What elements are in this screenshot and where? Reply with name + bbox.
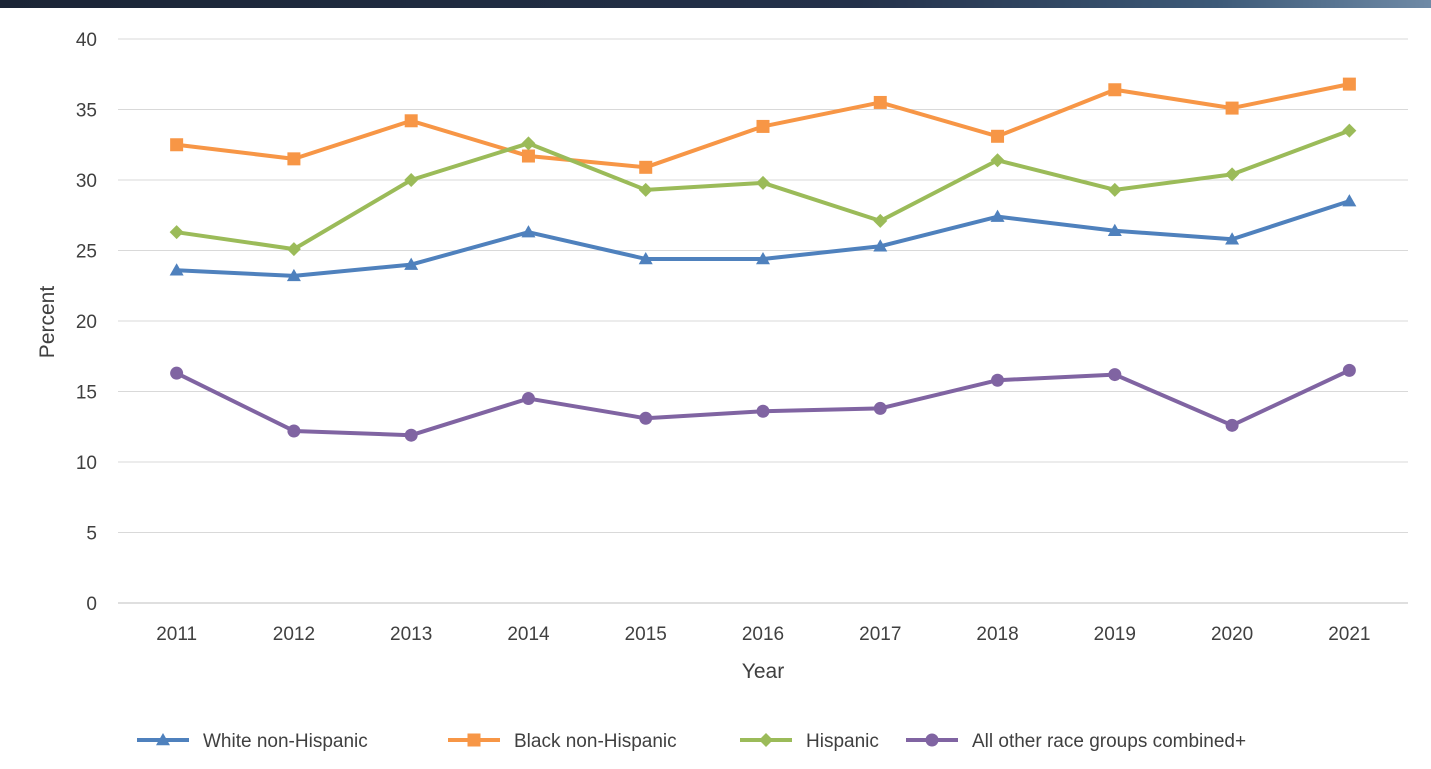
data-point bbox=[1225, 418, 1239, 432]
data-point bbox=[467, 733, 481, 747]
data-point bbox=[638, 182, 653, 197]
series-2 bbox=[169, 123, 1357, 257]
data-point bbox=[1342, 363, 1356, 377]
y-tick-label: 20 bbox=[76, 312, 97, 333]
series-lines bbox=[169, 77, 1357, 442]
x-axis-label: Year bbox=[742, 660, 784, 683]
data-point bbox=[991, 373, 1005, 387]
data-point bbox=[990, 209, 1005, 222]
data-point bbox=[756, 175, 770, 190]
data-point bbox=[1342, 77, 1356, 91]
y-tick-label: 40 bbox=[76, 30, 97, 51]
y-axis-label: Percent bbox=[36, 286, 59, 359]
data-point bbox=[1108, 368, 1122, 382]
data-point bbox=[404, 428, 418, 442]
data-point bbox=[1107, 223, 1122, 237]
y-tick-label: 5 bbox=[86, 524, 97, 545]
data-point bbox=[1225, 167, 1240, 182]
series-0 bbox=[169, 194, 1357, 282]
data-point bbox=[759, 733, 773, 747]
y-tick-label: 25 bbox=[76, 242, 97, 263]
legend-label: White non-Hispanic bbox=[203, 731, 368, 752]
y-tick-label: 15 bbox=[76, 383, 97, 404]
data-point bbox=[1342, 123, 1357, 138]
x-tick-label: 2016 bbox=[742, 624, 784, 645]
data-point bbox=[756, 404, 770, 418]
x-tick-label: 2011 bbox=[156, 624, 197, 645]
legend-label: All other race groups combined+ bbox=[972, 731, 1246, 752]
data-point bbox=[638, 251, 653, 265]
legend-item: All other race groups combined+ bbox=[906, 731, 1246, 752]
data-point bbox=[521, 392, 535, 406]
data-point bbox=[1108, 83, 1122, 97]
legend-item: Hispanic bbox=[740, 731, 879, 752]
legend-label: Black non-Hispanic bbox=[514, 731, 677, 752]
data-point bbox=[991, 129, 1005, 143]
data-point bbox=[404, 114, 418, 128]
data-point bbox=[404, 257, 419, 270]
x-tick-label: 2018 bbox=[976, 624, 1018, 645]
y-tick-label: 10 bbox=[76, 453, 97, 474]
x-tick-label: 2013 bbox=[390, 624, 432, 645]
data-point bbox=[1225, 101, 1239, 115]
x-tick-label: 2021 bbox=[1328, 624, 1370, 645]
x-tick-label: 2019 bbox=[1094, 624, 1136, 645]
x-tick-label: 2012 bbox=[273, 624, 315, 645]
y-tick-label: 35 bbox=[76, 101, 97, 122]
series-line bbox=[174, 128, 1352, 252]
data-point bbox=[756, 119, 770, 133]
data-point bbox=[521, 136, 536, 151]
y-axis-ticks: 0 5 10 15 20 25 30 35 40 bbox=[76, 30, 97, 615]
data-point bbox=[170, 366, 184, 380]
legend-item: White non-Hispanic bbox=[137, 731, 368, 752]
legend: White non-Hispanic Black non-Hispanic Hisp… bbox=[137, 731, 1246, 752]
data-point bbox=[1107, 182, 1122, 197]
data-point bbox=[286, 242, 301, 257]
data-point bbox=[169, 263, 184, 276]
data-point bbox=[286, 268, 301, 282]
x-axis-ticks: 2011 2012 2013 2014 2015 2016 2017 2018 2019 2020… bbox=[156, 624, 1370, 645]
x-tick-label: 2020 bbox=[1211, 624, 1253, 645]
y-tick-label: 30 bbox=[76, 171, 97, 192]
data-point bbox=[1342, 194, 1357, 207]
data-point bbox=[1225, 232, 1240, 245]
data-point bbox=[521, 225, 536, 238]
data-point bbox=[287, 152, 301, 166]
data-point bbox=[404, 173, 419, 187]
data-point bbox=[156, 733, 170, 746]
data-point bbox=[169, 225, 184, 240]
series-1 bbox=[170, 77, 1356, 174]
data-point bbox=[990, 153, 1005, 168]
data-point bbox=[287, 424, 301, 438]
gridlines bbox=[118, 38, 1408, 604]
legend-item: Black non-Hispanic bbox=[448, 731, 677, 752]
x-tick-label: 2014 bbox=[507, 624, 550, 645]
data-point bbox=[925, 733, 939, 747]
x-tick-label: 2017 bbox=[859, 624, 901, 645]
data-point bbox=[873, 239, 888, 252]
series-line bbox=[174, 368, 1352, 438]
data-point bbox=[521, 149, 535, 163]
data-point bbox=[756, 251, 770, 265]
legend-label: Hispanic bbox=[806, 731, 879, 752]
data-point bbox=[873, 401, 887, 415]
data-point bbox=[873, 213, 888, 228]
data-point bbox=[873, 95, 887, 109]
data-point bbox=[639, 411, 653, 425]
top-banner bbox=[0, 0, 1431, 8]
y-tick-label: 0 bbox=[86, 594, 97, 615]
data-point bbox=[639, 160, 653, 174]
data-point bbox=[170, 138, 184, 152]
series-3 bbox=[170, 363, 1356, 442]
x-tick-label: 2015 bbox=[625, 624, 667, 645]
